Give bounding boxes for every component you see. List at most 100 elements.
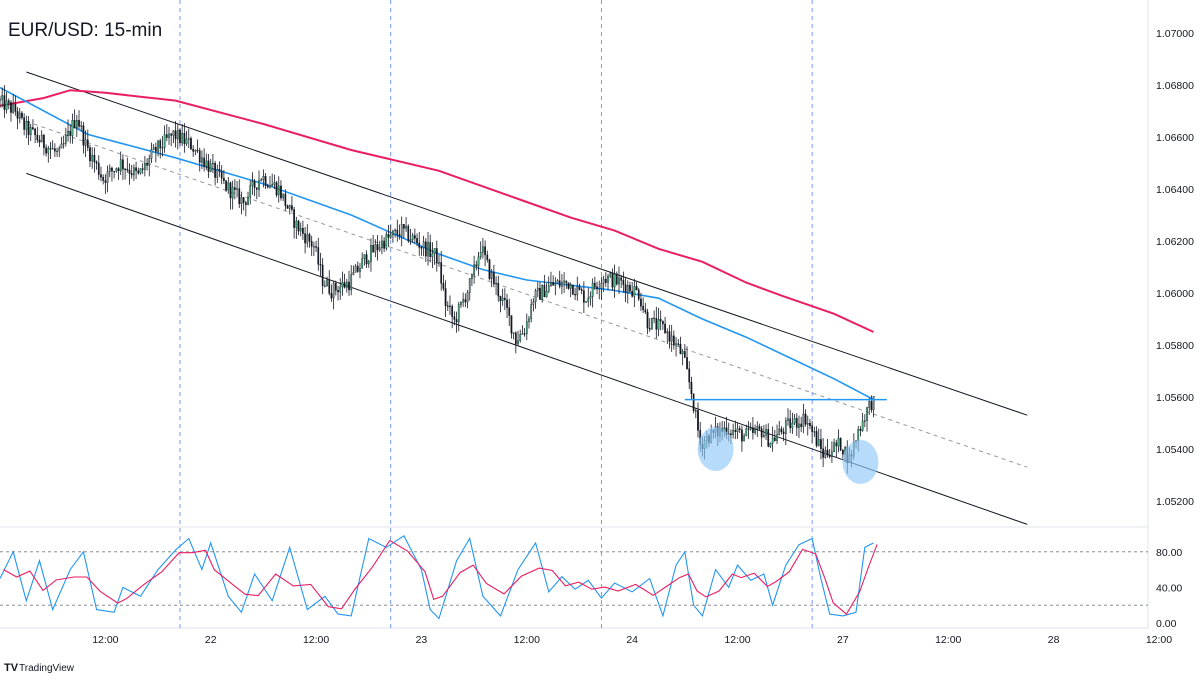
- candle-down: [291, 205, 293, 210]
- candle-down: [820, 439, 822, 449]
- candle-up: [536, 287, 539, 291]
- candle-down: [773, 437, 776, 441]
- candle-down: [242, 197, 245, 203]
- candle-down: [664, 323, 666, 334]
- candle-down: [659, 318, 662, 322]
- time-tick-label: 24: [626, 634, 638, 646]
- candle-down: [870, 401, 873, 411]
- candle-down: [679, 343, 682, 355]
- stochastic-panel: [0, 535, 1148, 620]
- candle-up: [589, 296, 592, 299]
- candle-down: [738, 428, 741, 430]
- tradingview-logo[interactable]: TV TradingView: [4, 662, 75, 674]
- candle-down: [111, 167, 113, 172]
- candle-down: [486, 254, 489, 260]
- candle-down: [815, 431, 818, 446]
- candle-up: [521, 333, 524, 335]
- candle-down: [93, 154, 96, 163]
- candle-up: [332, 283, 335, 299]
- candle-down: [407, 225, 410, 241]
- candle-down: [218, 169, 221, 172]
- candle-up: [313, 246, 315, 248]
- candle-up: [64, 135, 67, 144]
- candle-down: [440, 262, 443, 284]
- candle-up: [745, 428, 748, 437]
- candle-up: [550, 282, 552, 286]
- candle-up: [657, 318, 660, 330]
- candle-down: [82, 125, 85, 146]
- candle-down: [334, 283, 337, 291]
- candle-down: [141, 168, 144, 170]
- candle-down: [174, 130, 177, 140]
- candle-down: [304, 233, 306, 244]
- candle-down: [510, 315, 513, 334]
- candle-down: [444, 288, 447, 307]
- candle-down: [21, 112, 23, 118]
- candle-down: [196, 149, 199, 152]
- candle-up: [324, 285, 326, 287]
- chart-title: EUR/USD: 15-min: [8, 20, 162, 41]
- candle-up: [273, 182, 276, 185]
- candle-down: [580, 289, 583, 291]
- candle-up: [806, 423, 809, 425]
- candle-down: [328, 279, 331, 294]
- candle-up: [471, 274, 473, 279]
- candle-up: [857, 429, 860, 441]
- candle-down: [558, 280, 561, 287]
- candle-down: [229, 182, 232, 199]
- candle-up: [694, 410, 697, 412]
- candle-down: [27, 120, 30, 135]
- candle-down: [578, 286, 581, 290]
- price-tick-label: 1.05600: [1156, 392, 1194, 404]
- candle-up: [802, 413, 805, 427]
- candle-up: [115, 168, 118, 172]
- candle-up: [249, 185, 252, 198]
- candle-down: [73, 120, 76, 128]
- candle-up: [394, 229, 396, 232]
- candle-down: [668, 331, 671, 342]
- candle-down: [203, 157, 205, 167]
- candle-up: [282, 193, 285, 199]
- candle-up: [67, 130, 69, 137]
- candle-down: [800, 423, 803, 427]
- candle-up: [299, 228, 302, 232]
- candle-up: [422, 241, 425, 249]
- candle-down: [192, 148, 195, 152]
- candle-up: [598, 288, 601, 290]
- candle-down: [539, 287, 541, 300]
- candle-up: [554, 282, 557, 286]
- time-tick-label: 27: [837, 634, 849, 646]
- candle-up: [490, 272, 493, 279]
- candle-down: [484, 246, 486, 256]
- candle-up: [833, 442, 835, 453]
- candle-up: [569, 284, 572, 289]
- candle-down: [387, 234, 390, 238]
- candle-up: [91, 154, 94, 162]
- candle-up: [633, 286, 636, 297]
- candle-down: [508, 307, 511, 316]
- candle-up: [400, 224, 403, 237]
- candle-up: [168, 133, 170, 138]
- candle-up: [626, 285, 629, 293]
- candle-up: [354, 265, 357, 273]
- candle-down: [552, 282, 554, 286]
- candle-up: [798, 423, 800, 428]
- candle-up: [60, 143, 63, 149]
- candle-up: [576, 286, 579, 296]
- candle-up: [547, 285, 550, 292]
- candle-up: [350, 274, 353, 291]
- candle-up: [495, 282, 497, 285]
- candle-down: [567, 282, 570, 289]
- candle-down: [315, 246, 317, 248]
- candle-down: [451, 306, 454, 317]
- candle-up: [163, 134, 166, 148]
- candle-down: [14, 103, 17, 112]
- candle-up: [813, 431, 816, 433]
- candle-down: [642, 305, 644, 310]
- time-tick-label: 28: [1048, 634, 1060, 646]
- candle-up: [778, 428, 781, 435]
- candle-up: [269, 185, 271, 188]
- candle-down: [264, 176, 267, 187]
- candle-down: [376, 244, 379, 251]
